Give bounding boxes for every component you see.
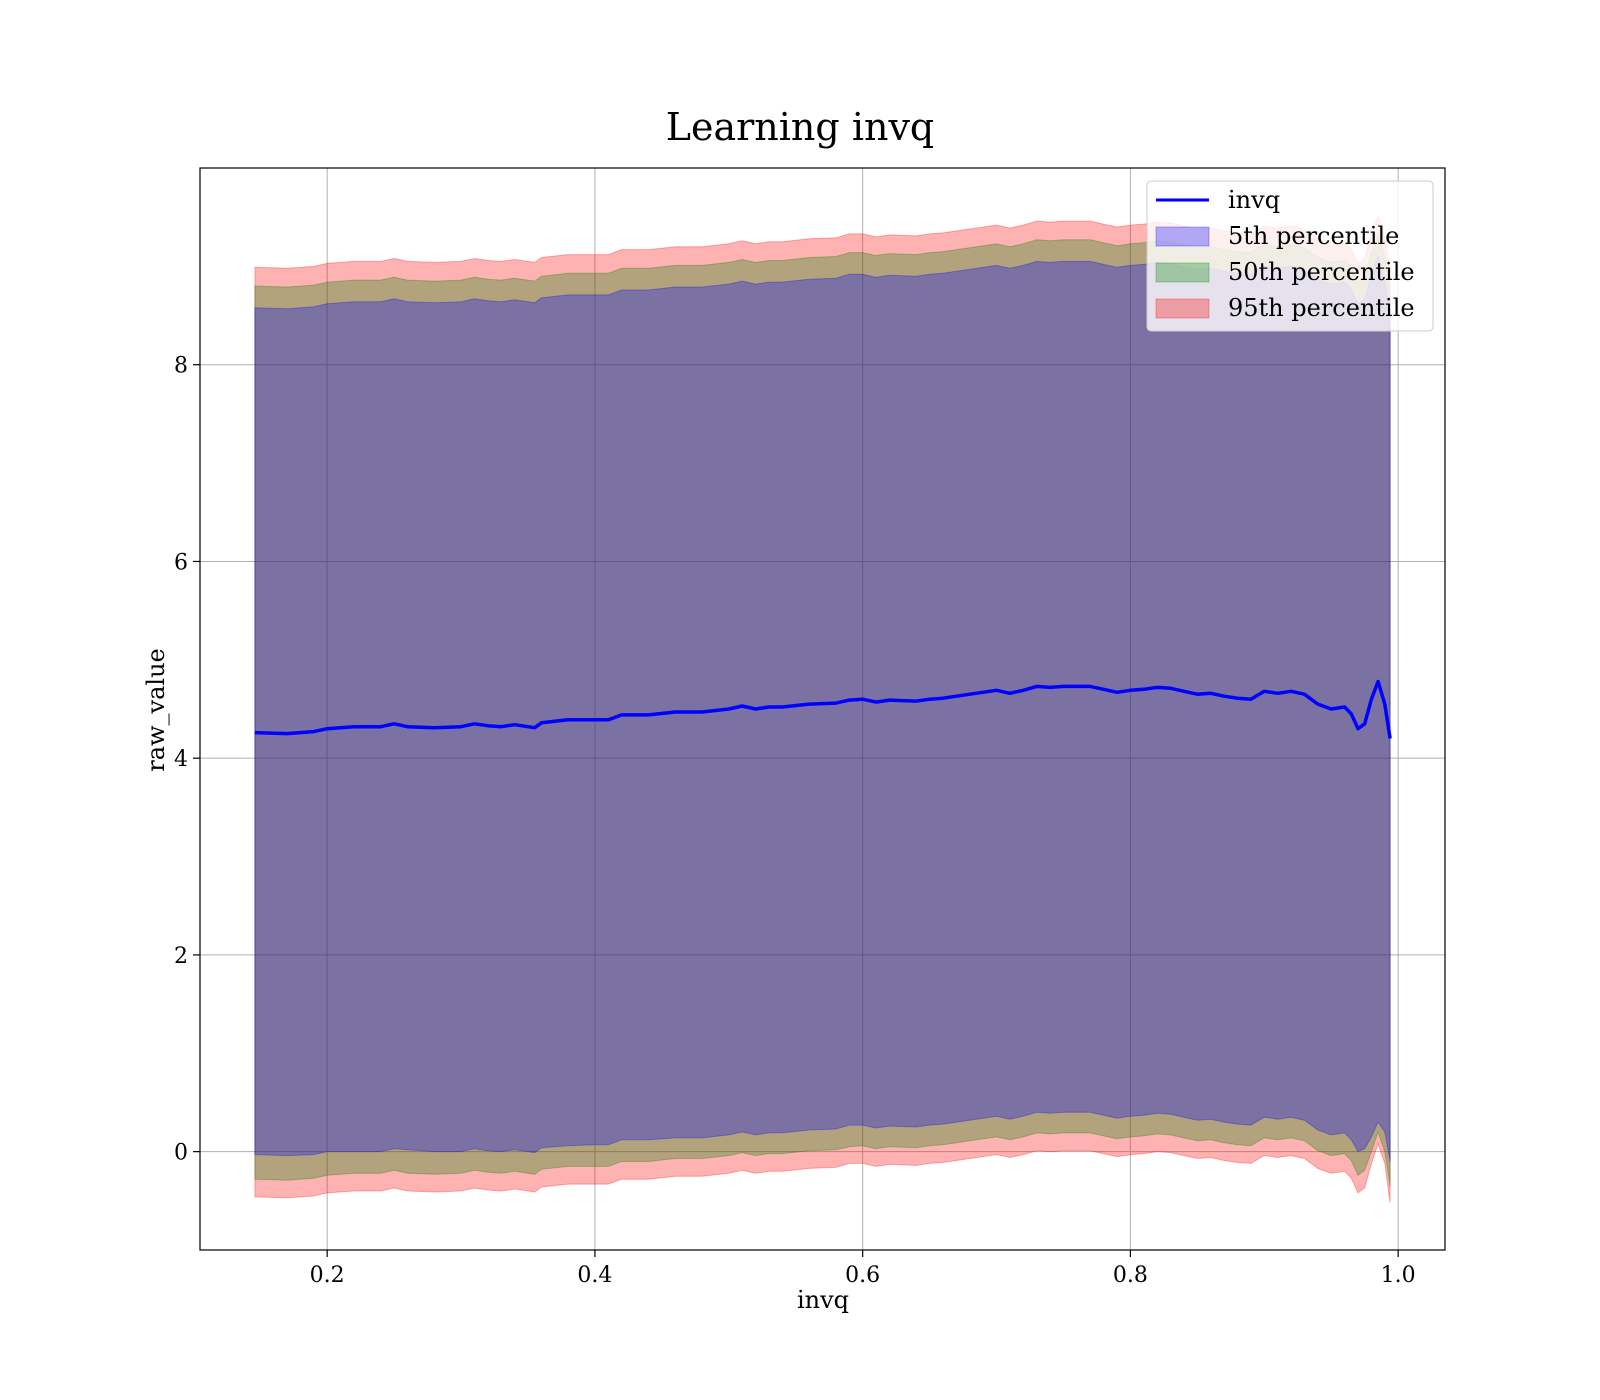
x-tick-label: 0.6 [845, 1263, 880, 1288]
legend-label-5th: 5th percentile [1228, 222, 1399, 250]
x-tick-label: 0.8 [1113, 1263, 1148, 1288]
grid [200, 168, 1445, 1250]
y-tick-label: 2 [174, 944, 188, 969]
legend-label-50th: 50th percentile [1228, 258, 1415, 286]
y-tick-label: 8 [174, 354, 188, 379]
y-axis-label: raw_value [142, 648, 170, 772]
y-tick-label: 6 [174, 550, 188, 575]
chart-title: Learning invq [666, 105, 934, 149]
x-tick-label: 0.2 [310, 1263, 345, 1288]
band-5th-percentile [254, 254, 1391, 1162]
plot-frame [199, 167, 1446, 1251]
legend-box [1146, 180, 1434, 332]
y-axis-ticks: 0 2 4 6 8 [174, 354, 200, 1166]
legend-label-invq: invq [1228, 186, 1280, 214]
y-tick-label: 0 [174, 1141, 188, 1166]
x-tick-label: 0.4 [577, 1263, 612, 1288]
legend-swatch-5th [1155, 226, 1210, 247]
y-tick-label: 4 [174, 747, 188, 772]
percentile-bands [254, 214, 1391, 1203]
legend-swatch-95th [1155, 298, 1210, 319]
legend-label-95th: 95th percentile [1228, 294, 1415, 322]
legend: invq 5th percentile 50th percentile 95th… [1146, 180, 1434, 332]
band-50th-percentile [254, 233, 1391, 1187]
legend-swatch-50th [1155, 262, 1210, 283]
band-95th-percentile [254, 214, 1391, 1203]
line-invq [254, 679, 1392, 739]
x-axis-ticks: 0.2 0.4 0.6 0.8 1.0 [310, 1250, 1416, 1288]
x-axis-label: invq [797, 1286, 849, 1314]
series-lines [254, 679, 1392, 739]
x-tick-label: 1.0 [1381, 1263, 1416, 1288]
